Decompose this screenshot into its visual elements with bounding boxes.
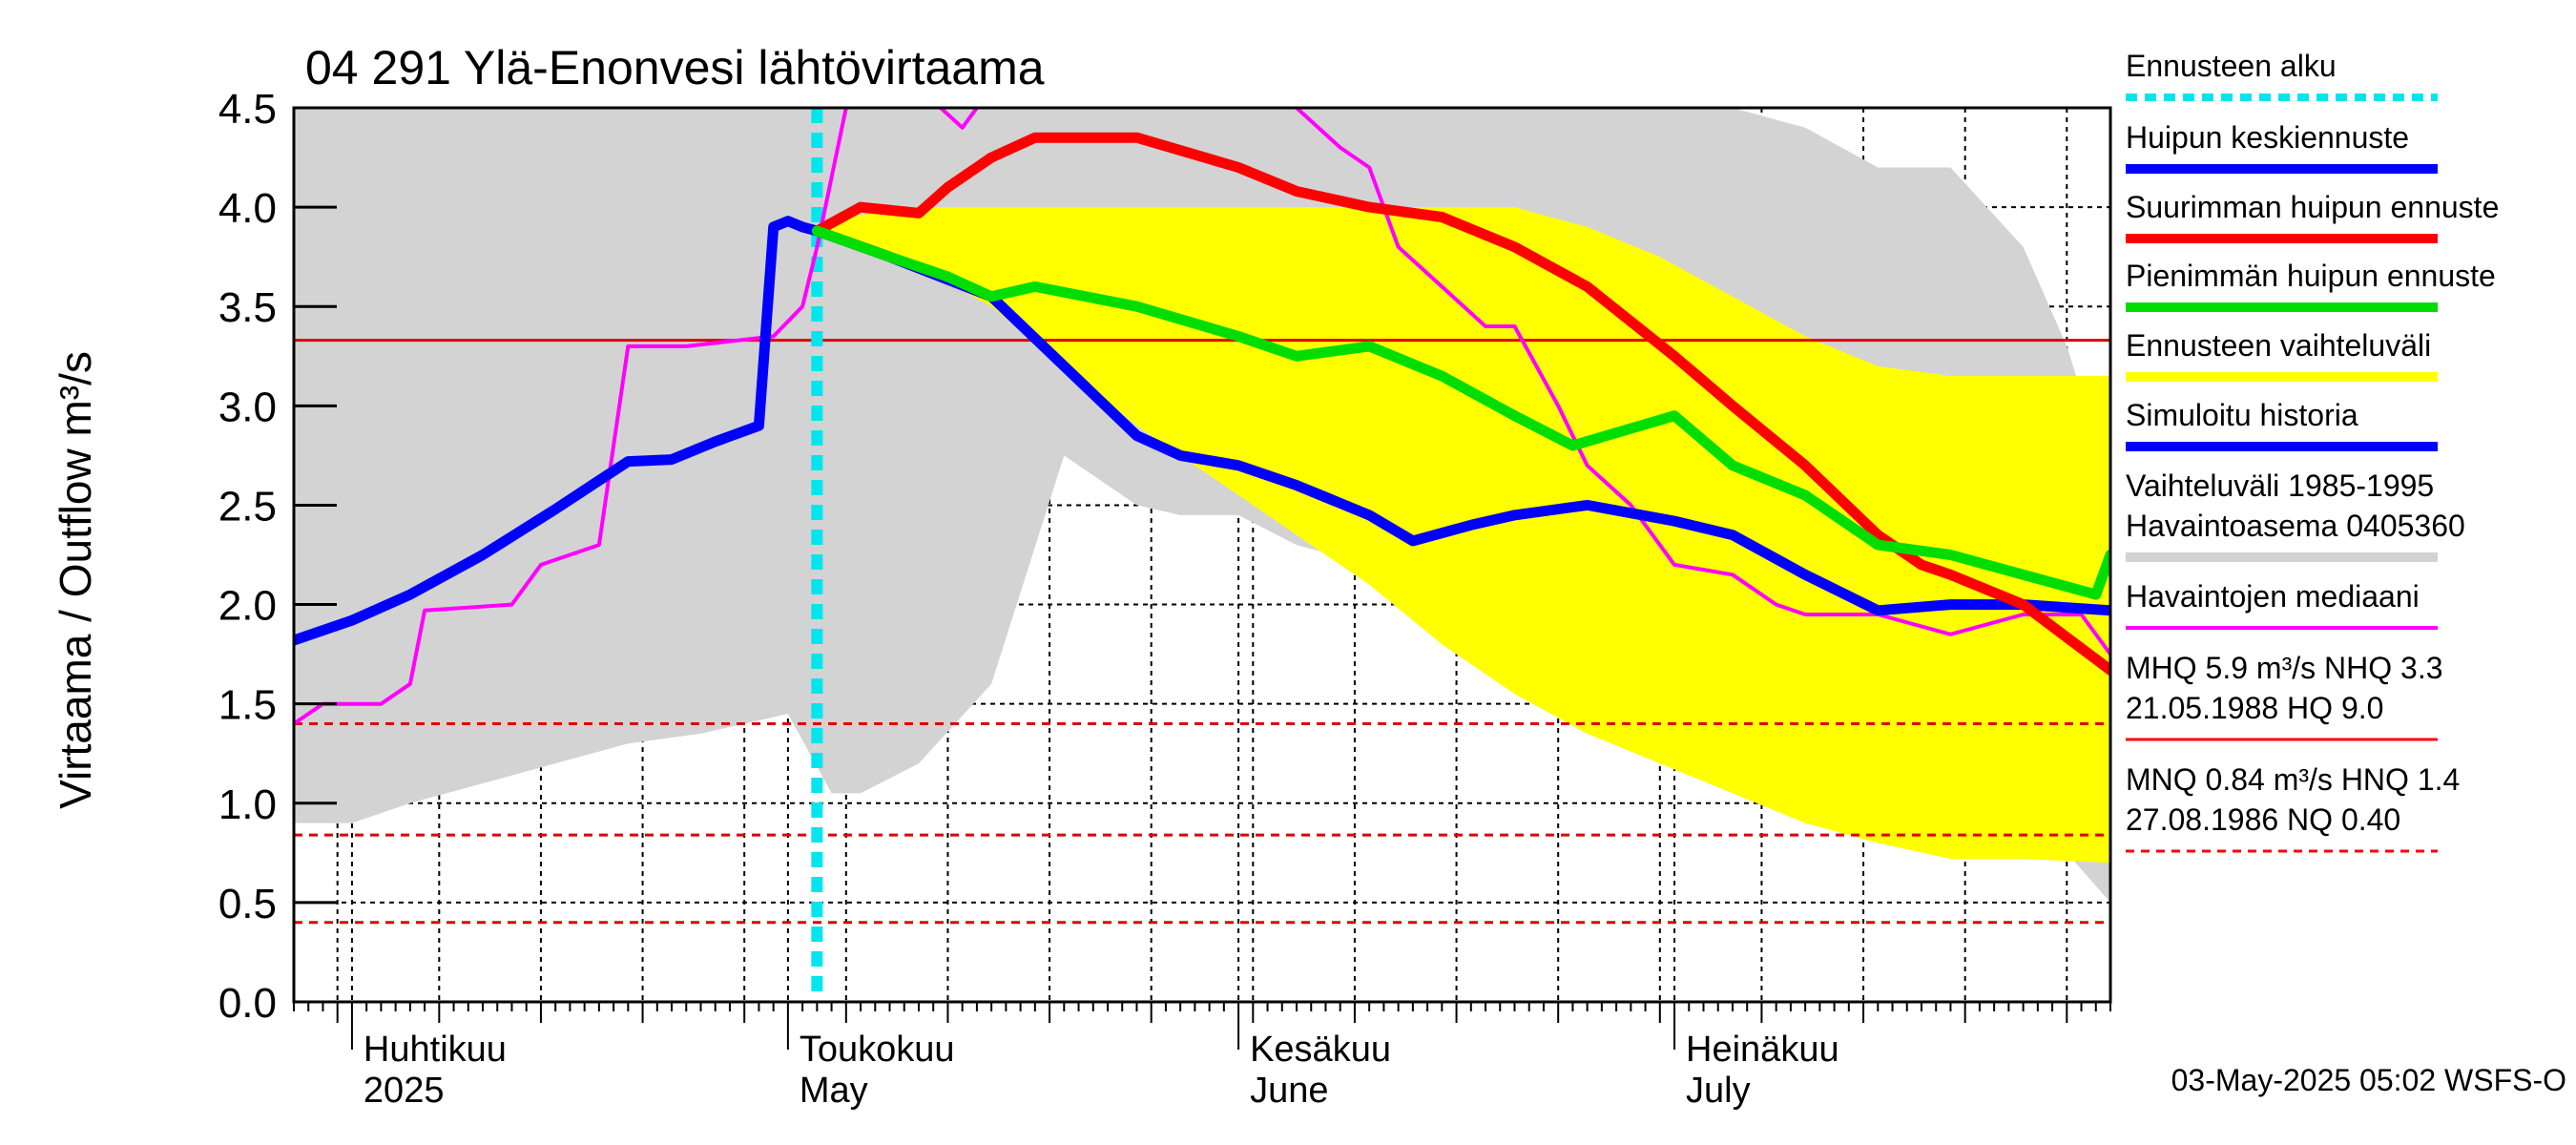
reference-lines bbox=[294, 339, 2110, 925]
series-lines bbox=[294, 108, 2110, 1002]
forecast-range-band bbox=[817, 207, 2110, 864]
y-tick-label: 0.5 bbox=[218, 881, 277, 927]
legend: Ennusteen alku Huipun keskiennuste Suurimm… bbox=[2126, 49, 2499, 853]
y-tick-label: 3.0 bbox=[218, 384, 277, 430]
month-label-en: May bbox=[800, 1071, 868, 1111]
legend-label: Ennusteen vaihteluväli bbox=[2126, 328, 2431, 363]
y-tick-label: 0.0 bbox=[218, 980, 277, 1027]
legend-label: 21.05.1988 HQ 9.0 bbox=[2126, 691, 2383, 725]
legend-label: MHQ 5.9 m³/s NHQ 3.3 bbox=[2126, 651, 2443, 685]
bands-layer bbox=[294, 108, 2110, 903]
legend-label: Vaihteluväli 1985-1995 bbox=[2126, 468, 2434, 503]
y-tick-label: 4.0 bbox=[218, 185, 277, 232]
y-tick-label: 4.5 bbox=[218, 86, 277, 133]
y-tick-label: 2.5 bbox=[218, 483, 277, 530]
legend-label: Simuloitu historia bbox=[2126, 398, 2358, 432]
month-label-fi: Huhtikuu bbox=[364, 1030, 507, 1070]
legend-label: Ennusteen alku bbox=[2126, 49, 2337, 83]
legend-label: 27.08.1986 NQ 0.40 bbox=[2126, 802, 2400, 837]
legend-label: Havaintojen mediaani bbox=[2126, 579, 2420, 614]
y-axis: 0.0 0.5 1.0 1.5 2.0 2.5 3.0 3.5 4.0 4.5 bbox=[218, 86, 337, 1027]
legend-label: Pienimmän huipun ennuste bbox=[2126, 259, 2496, 293]
chart-title: 04 291 Ylä-Enonvesi lähtövirtaama bbox=[305, 41, 1045, 94]
plot-border bbox=[292, 106, 2112, 1004]
legend-label: Havaintoasema 0405360 bbox=[2126, 509, 2465, 543]
y-tick-label: 1.5 bbox=[218, 682, 277, 729]
month-label-en: June bbox=[1250, 1071, 1328, 1111]
series-line bbox=[294, 216, 822, 646]
series-line bbox=[294, 108, 2110, 726]
legend-label: Huipun keskiennuste bbox=[2126, 120, 2409, 155]
legend-label: MNQ 0.84 m³/s HNQ 1.4 bbox=[2126, 762, 2460, 797]
legend-label: Suurimman huipun ennuste bbox=[2126, 190, 2499, 224]
month-label-fi: Kesäkuu bbox=[1250, 1030, 1391, 1070]
y-tick-label: 1.0 bbox=[218, 781, 277, 828]
month-label-en: 2025 bbox=[364, 1071, 445, 1111]
y-tick-label: 3.5 bbox=[218, 284, 277, 331]
y-tick-label: 2.0 bbox=[218, 583, 277, 630]
month-label-fi: Heinäkuu bbox=[1686, 1030, 1839, 1070]
series-line bbox=[811, 225, 2110, 616]
month-label-fi: Toukokuu bbox=[800, 1030, 955, 1070]
plot-frame bbox=[292, 106, 2112, 1004]
series-line bbox=[811, 225, 2110, 600]
footer-timestamp: 03-May-2025 05:02 WSFS-O bbox=[2171, 1063, 2566, 1097]
month-label-en: July bbox=[1686, 1071, 1751, 1111]
y-axis-label: Virtaama / Outflow m³/s bbox=[51, 351, 100, 809]
